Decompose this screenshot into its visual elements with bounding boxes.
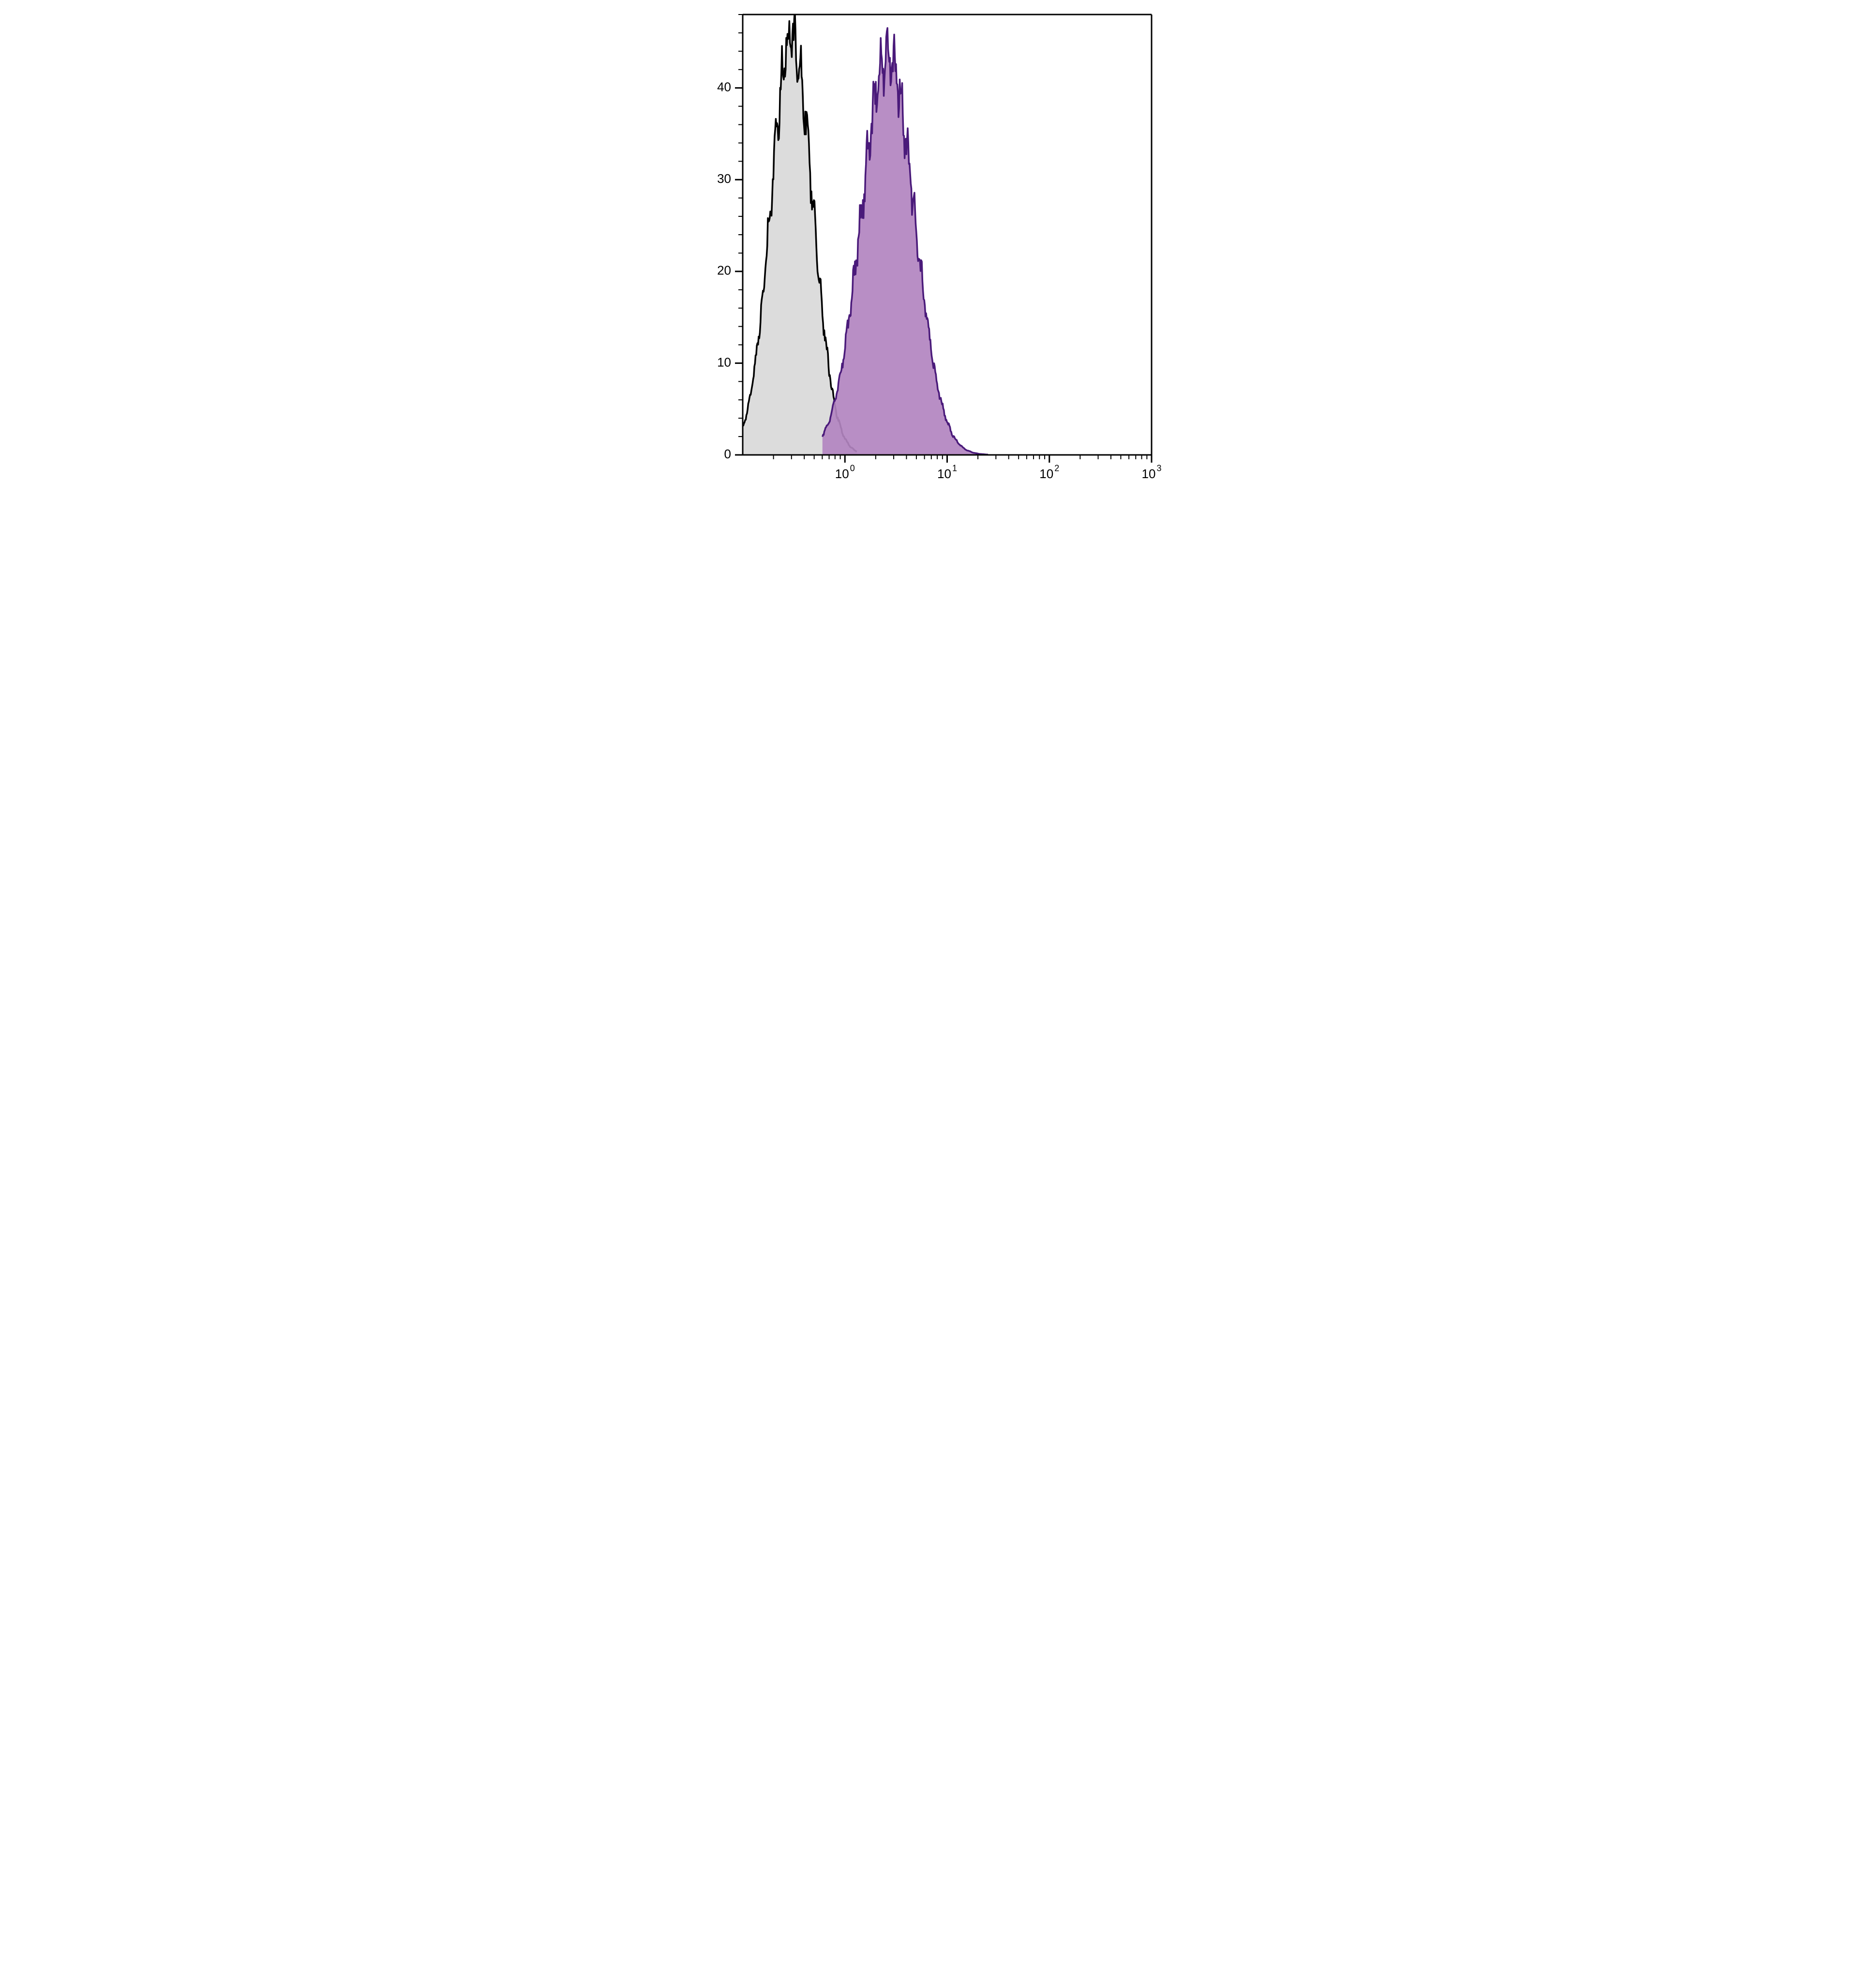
y-tick-label-20: 20 [717, 263, 731, 278]
y-tick-label-40: 40 [717, 80, 731, 94]
histogram-chart: 0 10 20 30 40 10 0 10 1 10 2 10 3 010203… [697, 0, 1161, 497]
chart-svg: 010203040100101102103 [697, 0, 1161, 497]
y-tick-label-30: 30 [717, 171, 731, 186]
y-tick-label-10: 10 [717, 355, 731, 369]
y-tick-label-0: 0 [724, 447, 731, 461]
